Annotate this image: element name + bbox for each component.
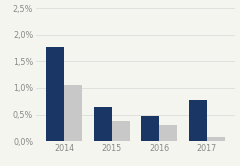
Bar — [46, 46, 65, 141]
Bar — [141, 116, 159, 141]
Bar — [112, 122, 130, 141]
Bar — [189, 100, 207, 141]
Bar — [65, 85, 83, 141]
Bar — [94, 107, 112, 141]
Bar — [207, 137, 225, 141]
Bar — [159, 125, 177, 141]
